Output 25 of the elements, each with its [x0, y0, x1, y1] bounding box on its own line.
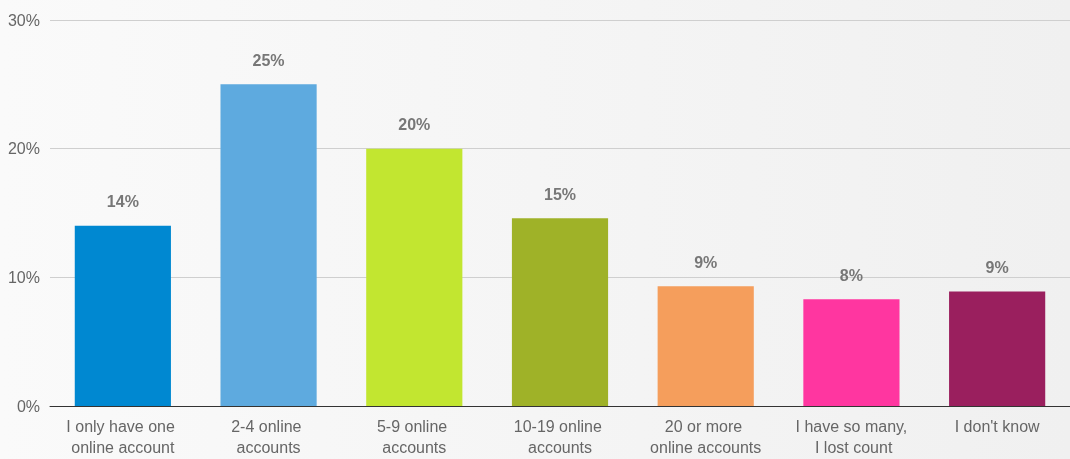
- y-tick-label: 0%: [16, 397, 40, 415]
- bar: [949, 291, 1046, 406]
- data-label: 8%: [839, 266, 863, 284]
- bar: [366, 148, 463, 406]
- x-tick-label: 20 or more online accounts: [650, 418, 762, 456]
- y-tick-label: 20%: [7, 140, 40, 158]
- bar: [74, 225, 171, 406]
- data-label: 9%: [985, 258, 1009, 276]
- x-tick-label: 10-19 online accounts: [513, 418, 607, 456]
- x-tick-label: 2-4 online accounts: [231, 418, 306, 456]
- data-label: 15%: [543, 185, 577, 203]
- bar: [657, 286, 754, 406]
- y-tick-label: 10%: [7, 268, 40, 286]
- y-tick-label: 30%: [7, 11, 40, 29]
- data-label: 20%: [398, 116, 431, 134]
- bar: [220, 84, 317, 406]
- data-label: 25%: [252, 51, 285, 69]
- x-tick-label: I have so many, I lost count: [795, 418, 908, 456]
- x-tick-label: I only have one online account: [66, 418, 180, 456]
- data-label: 9%: [694, 253, 718, 271]
- data-label: 14%: [106, 193, 139, 211]
- bar: [803, 299, 900, 406]
- x-tick-label: I don't know: [954, 418, 1041, 435]
- x-tick-label: 5-9 online accounts: [376, 418, 452, 456]
- bar: [511, 218, 609, 406]
